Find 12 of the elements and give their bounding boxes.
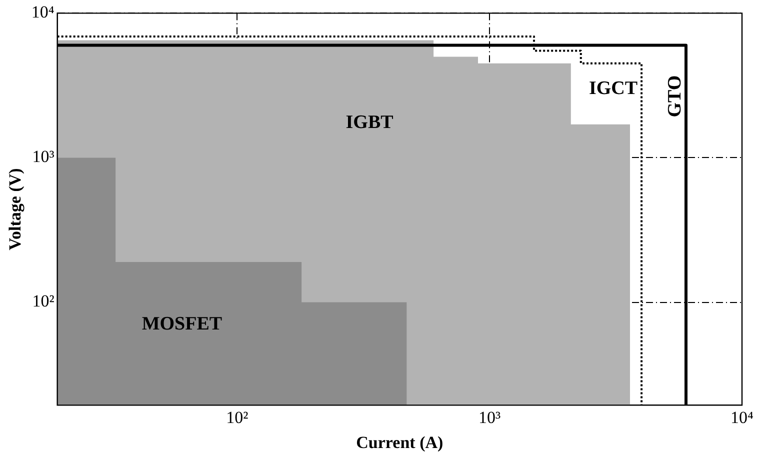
series-label: MOSFET	[142, 314, 222, 335]
text: GTO	[664, 75, 686, 118]
y-axis-title: Voltage (V)	[6, 168, 25, 250]
series-label: IGBT	[346, 112, 394, 133]
y-tick-label: 10⁴	[31, 2, 54, 22]
x-tick-label: 10⁴	[730, 408, 754, 427]
x-tick-label: 10²	[226, 408, 248, 427]
y-tick-label: 10³	[32, 147, 54, 166]
series-label: IGCT	[588, 78, 638, 99]
x-axis-title: Current (A)	[356, 433, 444, 452]
y-tick-label: 10²	[32, 292, 54, 311]
x-tick-label: 10³	[478, 408, 501, 427]
